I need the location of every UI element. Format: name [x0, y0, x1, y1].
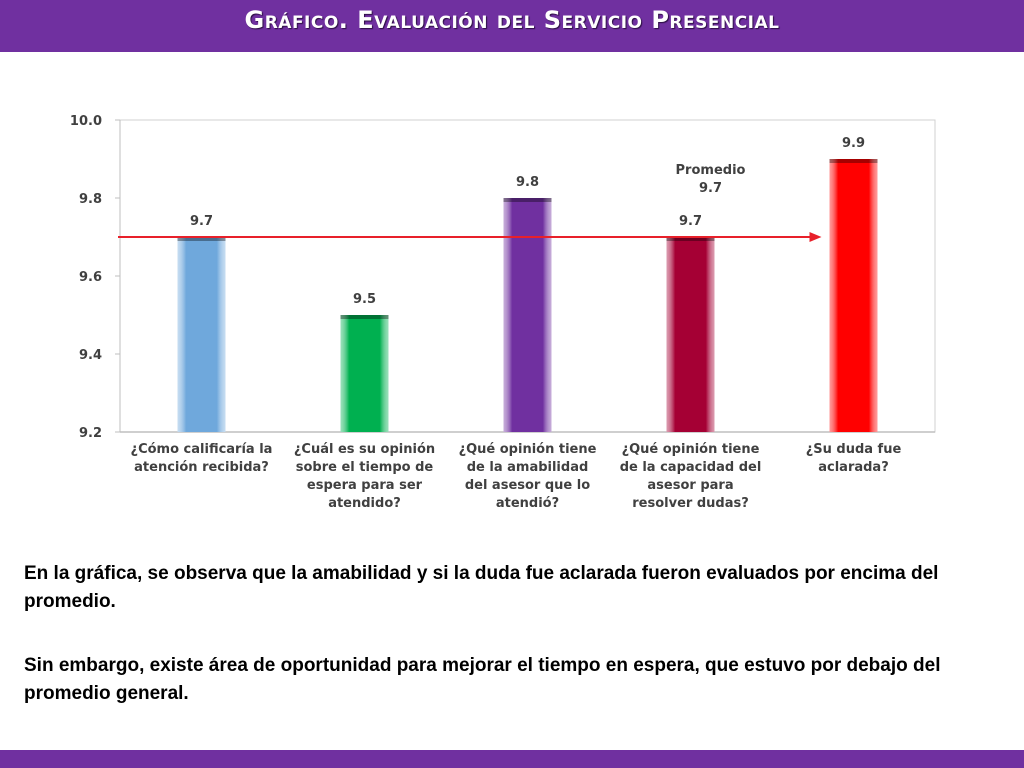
- x-category-label-line: ¿Qué opinión tiene: [622, 442, 760, 457]
- y-tick-label: 9.2: [79, 426, 102, 441]
- bar-cap: [829, 159, 878, 163]
- page-title: Gráfico. Evaluación del Servicio Presenc…: [244, 6, 780, 34]
- bar-chart: 9.2 9.4 9.6 9.8 10.0 9.7 9.5 9.8 9.7 9.9 Promedi…: [70, 114, 936, 511]
- bottom-bar: [0, 750, 1024, 768]
- bar-value-label: 9.5: [353, 292, 376, 307]
- average-line-group: Promedio 9.7: [118, 163, 822, 242]
- average-value-label: 9.7: [699, 181, 722, 196]
- x-category-label-line: atención recibida?: [134, 460, 269, 475]
- x-category-label: ¿Su duda fue aclarada?: [806, 442, 902, 475]
- x-category-label-line: atendió?: [496, 496, 559, 511]
- x-axis-labels: ¿Cómo calificaría la atención recibida?¿C…: [131, 442, 902, 511]
- x-category-label-line: asesor para: [647, 478, 733, 493]
- x-category-label-line: resolver dudas?: [632, 496, 749, 511]
- bar-cap: [503, 198, 552, 202]
- bars: 9.7 9.5 9.8 9.7 9.9: [177, 136, 878, 432]
- x-category-label-line: ¿Su duda fue: [806, 442, 902, 457]
- bar-highlight: [829, 159, 878, 432]
- bar-value-label: 9.8: [516, 175, 539, 190]
- bar-value-label: 9.7: [679, 214, 702, 229]
- bar-value-label: 9.7: [190, 214, 213, 229]
- x-category-label-line: atendido?: [328, 496, 401, 511]
- bar-cap: [666, 237, 715, 241]
- bar-cap: [177, 237, 226, 241]
- y-tick-label: 9.8: [79, 192, 102, 207]
- x-category-label: ¿Cómo calificaría la atención recibida?: [131, 442, 273, 475]
- x-category-label-line: del asesor que lo: [465, 478, 590, 493]
- bar-value-label: 9.9: [842, 136, 865, 151]
- x-category-label-line: espera para ser: [307, 478, 423, 493]
- average-arrow-head: [809, 232, 822, 242]
- x-category-label: ¿Qué opinión tiene de la amabilidad del as…: [459, 442, 597, 511]
- bar-highlight: [503, 198, 552, 432]
- y-tick-label: 10.0: [70, 114, 102, 129]
- x-category-label-line: sobre el tiempo de: [296, 460, 434, 475]
- x-category-label-line: de la capacidad del: [620, 460, 762, 475]
- x-category-label-line: ¿Qué opinión tiene: [459, 442, 597, 457]
- x-category-label-line: de la amabilidad: [467, 460, 589, 475]
- y-tick-label: 9.4: [79, 348, 102, 363]
- x-category-label-line: ¿Cómo calificaría la: [131, 442, 273, 457]
- title-bar: [0, 0, 1024, 52]
- bar-highlight: [177, 237, 226, 432]
- x-category-label-line: ¿Cuál es su opinión: [294, 442, 435, 457]
- x-category-label-line: aclarada?: [818, 460, 889, 475]
- bar-highlight: [340, 315, 389, 432]
- average-label: Promedio: [676, 163, 746, 178]
- y-axis: 9.2 9.4 9.6 9.8 10.0: [70, 114, 935, 441]
- y-tick-label: 9.6: [79, 270, 102, 285]
- x-category-label: ¿Qué opinión tiene de la capacidad del ase…: [620, 442, 762, 511]
- summary-paragraph-1: En la gráfica, se observa que la amabili…: [24, 563, 939, 612]
- x-category-label: ¿Cuál es su opinión sobre el tiempo de esp…: [294, 442, 435, 511]
- bar-cap: [340, 315, 389, 319]
- bar-highlight: [666, 237, 715, 432]
- summary-paragraph-2: Sin embargo, existe área de oportunidad …: [24, 655, 941, 704]
